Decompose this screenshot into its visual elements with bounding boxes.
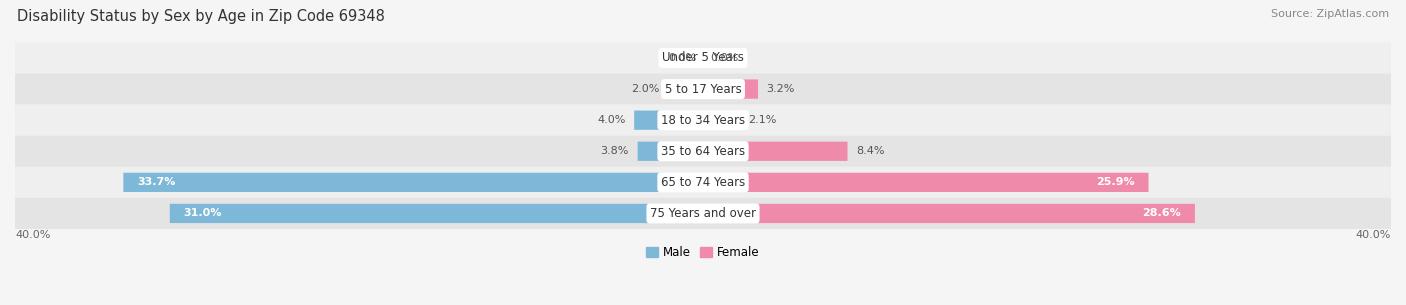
FancyBboxPatch shape (170, 204, 703, 223)
FancyBboxPatch shape (15, 42, 1391, 74)
Text: 25.9%: 25.9% (1097, 177, 1135, 187)
FancyBboxPatch shape (15, 198, 1391, 229)
Text: 65 to 74 Years: 65 to 74 Years (661, 176, 745, 189)
Text: 28.6%: 28.6% (1143, 208, 1181, 218)
Text: 3.2%: 3.2% (766, 84, 794, 94)
Text: 0.0%: 0.0% (710, 53, 738, 63)
Text: 40.0%: 40.0% (15, 230, 51, 240)
Legend: Male, Female: Male, Female (641, 242, 765, 264)
FancyBboxPatch shape (703, 110, 740, 130)
FancyBboxPatch shape (669, 79, 703, 99)
FancyBboxPatch shape (15, 136, 1391, 167)
FancyBboxPatch shape (634, 110, 703, 130)
Text: 33.7%: 33.7% (138, 177, 176, 187)
Text: 2.1%: 2.1% (748, 115, 776, 125)
Text: 3.8%: 3.8% (600, 146, 628, 156)
Text: 0.0%: 0.0% (668, 53, 696, 63)
FancyBboxPatch shape (15, 74, 1391, 105)
Text: Under 5 Years: Under 5 Years (662, 52, 744, 64)
Text: 4.0%: 4.0% (598, 115, 626, 125)
FancyBboxPatch shape (703, 79, 758, 99)
Text: 18 to 34 Years: 18 to 34 Years (661, 114, 745, 127)
Text: 31.0%: 31.0% (184, 208, 222, 218)
Text: Source: ZipAtlas.com: Source: ZipAtlas.com (1271, 9, 1389, 19)
FancyBboxPatch shape (638, 142, 703, 161)
FancyBboxPatch shape (703, 204, 1195, 223)
Text: 2.0%: 2.0% (631, 84, 659, 94)
FancyBboxPatch shape (703, 173, 1149, 192)
Text: 35 to 64 Years: 35 to 64 Years (661, 145, 745, 158)
FancyBboxPatch shape (703, 142, 848, 161)
FancyBboxPatch shape (15, 167, 1391, 198)
FancyBboxPatch shape (124, 173, 703, 192)
Text: 75 Years and over: 75 Years and over (650, 207, 756, 220)
Text: 40.0%: 40.0% (1355, 230, 1391, 240)
FancyBboxPatch shape (15, 105, 1391, 136)
Text: Disability Status by Sex by Age in Zip Code 69348: Disability Status by Sex by Age in Zip C… (17, 9, 385, 24)
Text: 8.4%: 8.4% (856, 146, 884, 156)
Text: 5 to 17 Years: 5 to 17 Years (665, 83, 741, 95)
